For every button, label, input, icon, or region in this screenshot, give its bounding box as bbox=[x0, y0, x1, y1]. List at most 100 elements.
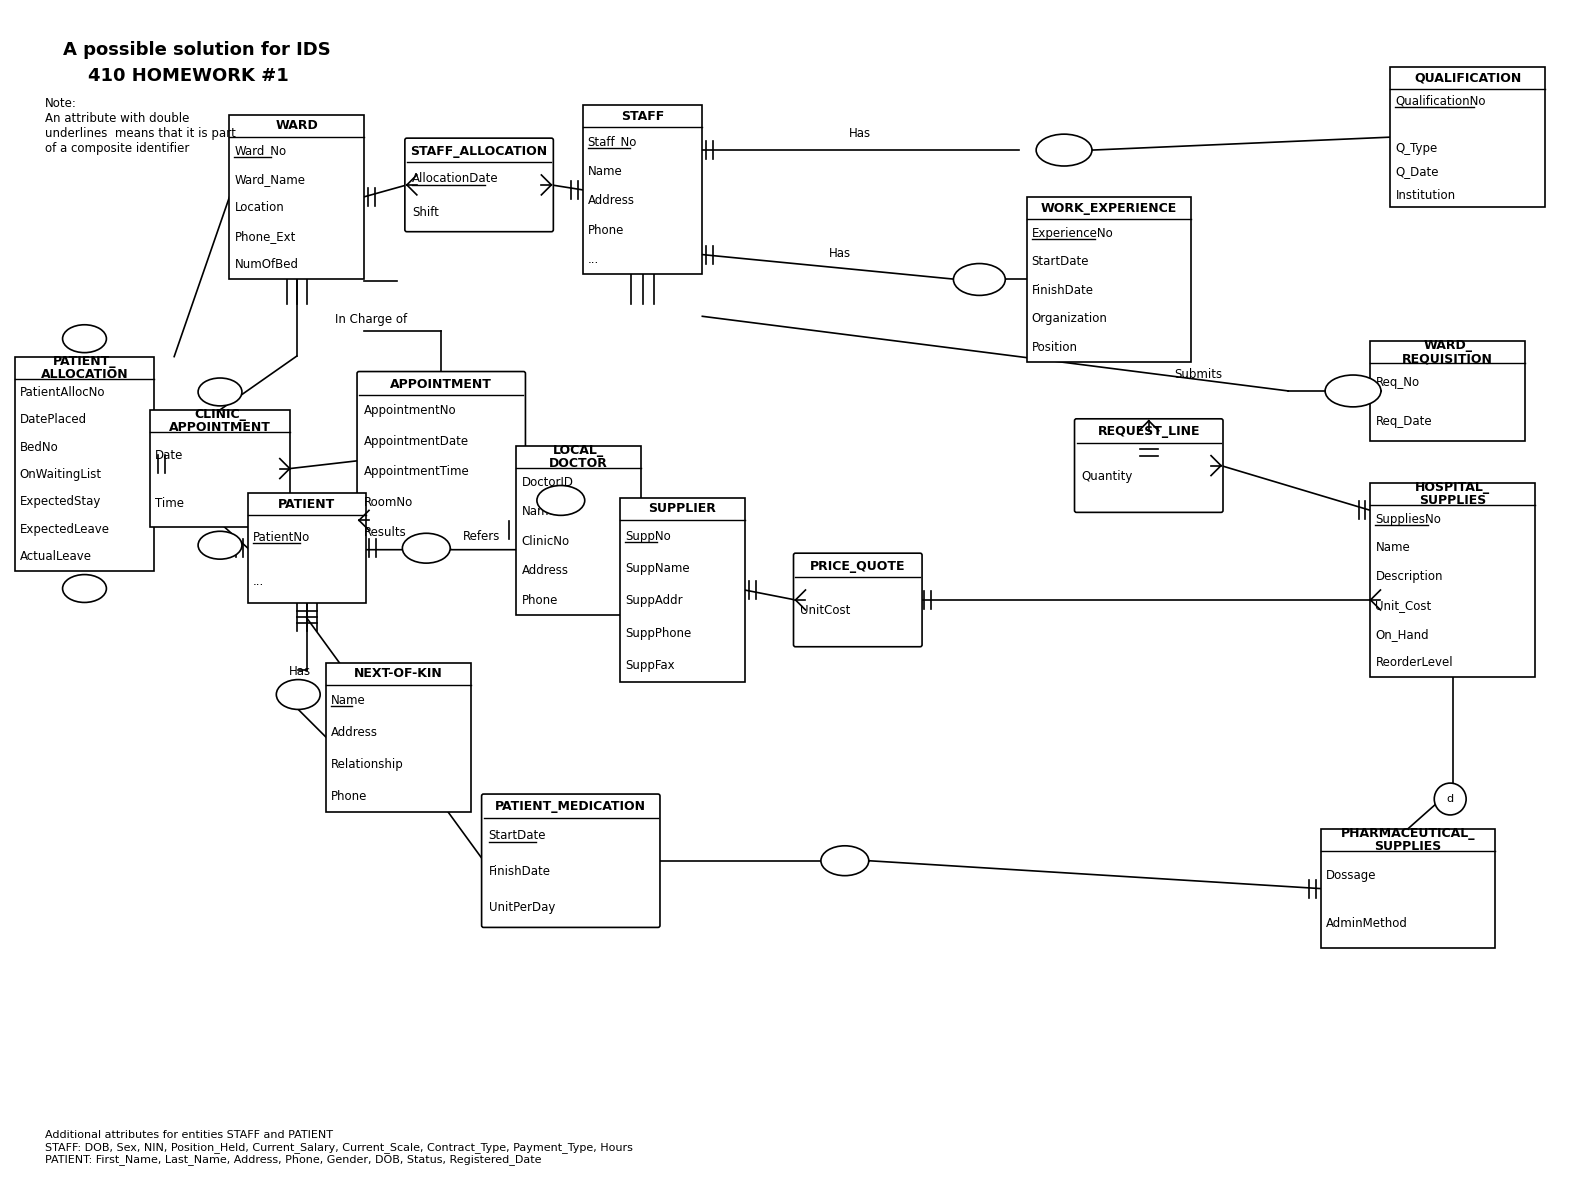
Text: Position: Position bbox=[1032, 341, 1078, 354]
Text: Name: Name bbox=[522, 505, 556, 518]
Ellipse shape bbox=[1037, 134, 1092, 166]
Text: Dossage: Dossage bbox=[1326, 868, 1375, 881]
Text: DoctorID: DoctorID bbox=[522, 476, 574, 489]
Ellipse shape bbox=[62, 325, 107, 353]
Text: AppointmentTime: AppointmentTime bbox=[364, 465, 469, 478]
Text: Description: Description bbox=[1375, 570, 1444, 583]
Text: AppointmentNo: AppointmentNo bbox=[364, 405, 456, 418]
Text: ExperienceNo: ExperienceNo bbox=[1032, 227, 1113, 240]
Text: Address: Address bbox=[522, 564, 569, 577]
Text: Ward_Name: Ward_Name bbox=[234, 173, 305, 186]
Text: HOSPITAL_
SUPPLIES: HOSPITAL_ SUPPLIES bbox=[1415, 481, 1490, 508]
Ellipse shape bbox=[199, 531, 242, 560]
Ellipse shape bbox=[199, 379, 242, 406]
Text: AllocationDate: AllocationDate bbox=[412, 173, 499, 186]
Text: Submits: Submits bbox=[1175, 368, 1223, 381]
Text: WARD: WARD bbox=[275, 119, 318, 132]
Ellipse shape bbox=[820, 846, 868, 875]
Text: PatientNo: PatientNo bbox=[253, 531, 310, 544]
Text: QualificationNo: QualificationNo bbox=[1396, 95, 1487, 108]
Text: Address: Address bbox=[331, 726, 378, 739]
Text: Phone: Phone bbox=[331, 789, 367, 802]
Text: Date: Date bbox=[156, 450, 183, 463]
Text: REQUEST_LINE: REQUEST_LINE bbox=[1097, 425, 1200, 438]
Text: APPOINTMENT: APPOINTMENT bbox=[390, 379, 493, 390]
FancyBboxPatch shape bbox=[793, 554, 922, 647]
Text: Has: Has bbox=[828, 246, 851, 259]
Ellipse shape bbox=[1434, 783, 1466, 815]
Text: ExpectedLeave: ExpectedLeave bbox=[19, 523, 110, 536]
Text: StartDate: StartDate bbox=[1032, 256, 1089, 269]
Text: PATIENT_
ALLOCATION: PATIENT_ ALLOCATION bbox=[41, 355, 129, 381]
Text: UnitCost: UnitCost bbox=[800, 605, 851, 618]
FancyBboxPatch shape bbox=[151, 409, 289, 528]
Text: Quantity: Quantity bbox=[1081, 470, 1132, 483]
Text: Ward_No: Ward_No bbox=[234, 144, 286, 157]
Text: Shift: Shift bbox=[412, 206, 439, 219]
Ellipse shape bbox=[537, 485, 585, 516]
Text: FinishDate: FinishDate bbox=[488, 865, 550, 878]
Text: d: d bbox=[1447, 794, 1453, 804]
Text: SuppName: SuppName bbox=[625, 562, 690, 575]
Text: Q_Type: Q_Type bbox=[1396, 142, 1437, 155]
Text: ExpectedStay: ExpectedStay bbox=[19, 496, 102, 509]
FancyBboxPatch shape bbox=[358, 371, 525, 550]
Ellipse shape bbox=[277, 679, 320, 710]
Text: CLINIC_
APPOINTMENT: CLINIC_ APPOINTMENT bbox=[169, 408, 270, 434]
Ellipse shape bbox=[402, 534, 450, 563]
Text: Relationship: Relationship bbox=[331, 757, 404, 770]
FancyBboxPatch shape bbox=[405, 138, 553, 232]
Text: OnWaitingList: OnWaitingList bbox=[19, 468, 102, 481]
Text: DatePlaced: DatePlaced bbox=[19, 413, 87, 426]
FancyBboxPatch shape bbox=[1371, 341, 1525, 441]
Text: AppointmentDate: AppointmentDate bbox=[364, 434, 469, 447]
Text: Organization: Organization bbox=[1032, 312, 1108, 325]
Text: Phone: Phone bbox=[588, 224, 625, 237]
Text: RoomNo: RoomNo bbox=[364, 496, 413, 509]
FancyBboxPatch shape bbox=[326, 662, 471, 812]
Text: Address: Address bbox=[588, 194, 634, 207]
Text: Req_Date: Req_Date bbox=[1375, 415, 1433, 428]
FancyBboxPatch shape bbox=[620, 498, 744, 683]
Text: ReorderLevel: ReorderLevel bbox=[1375, 657, 1453, 670]
Text: PHARMACEUTICAL_
SUPPLIES: PHARMACEUTICAL_ SUPPLIES bbox=[1340, 827, 1476, 853]
FancyBboxPatch shape bbox=[1390, 67, 1545, 207]
Text: UnitPerDay: UnitPerDay bbox=[488, 901, 555, 914]
Text: Phone: Phone bbox=[522, 594, 558, 607]
Text: Location: Location bbox=[234, 201, 285, 214]
Text: ActualLeave: ActualLeave bbox=[19, 550, 92, 563]
Text: QUALIFICATION: QUALIFICATION bbox=[1414, 72, 1522, 85]
Text: Refers: Refers bbox=[463, 530, 499, 543]
FancyBboxPatch shape bbox=[1027, 198, 1191, 362]
Text: Staff_No: Staff_No bbox=[588, 135, 638, 148]
Ellipse shape bbox=[62, 575, 107, 602]
Ellipse shape bbox=[954, 264, 1005, 296]
Text: AdminMethod: AdminMethod bbox=[1326, 918, 1407, 931]
FancyBboxPatch shape bbox=[584, 105, 703, 274]
Text: SuppFax: SuppFax bbox=[625, 659, 674, 672]
FancyBboxPatch shape bbox=[14, 356, 154, 570]
Text: LOCAL_
DOCTOR: LOCAL_ DOCTOR bbox=[549, 444, 609, 470]
Text: StartDate: StartDate bbox=[488, 829, 545, 842]
FancyBboxPatch shape bbox=[248, 493, 366, 603]
Text: Name: Name bbox=[331, 694, 366, 707]
Text: WARD_
REQUISITION: WARD_ REQUISITION bbox=[1402, 340, 1493, 366]
Text: STAFF_ALLOCATION: STAFF_ALLOCATION bbox=[410, 144, 547, 157]
Text: A possible solution for IDS: A possible solution for IDS bbox=[62, 40, 331, 59]
Text: PatientAllocNo: PatientAllocNo bbox=[19, 386, 105, 399]
FancyBboxPatch shape bbox=[1075, 419, 1223, 512]
Text: ...: ... bbox=[253, 575, 264, 588]
Text: BedNo: BedNo bbox=[19, 440, 59, 453]
Text: SUPPLIER: SUPPLIER bbox=[649, 503, 717, 516]
FancyBboxPatch shape bbox=[482, 794, 660, 927]
Text: On_Hand: On_Hand bbox=[1375, 627, 1429, 640]
Text: WORK_EXPERIENCE: WORK_EXPERIENCE bbox=[1041, 202, 1177, 215]
Text: ...: ... bbox=[588, 253, 599, 266]
Text: Has: Has bbox=[289, 665, 310, 678]
Text: Time: Time bbox=[156, 497, 184, 510]
Text: Institution: Institution bbox=[1396, 188, 1455, 201]
Text: Name: Name bbox=[1375, 542, 1410, 555]
Text: Q_Date: Q_Date bbox=[1396, 166, 1439, 179]
Text: NumOfBed: NumOfBed bbox=[234, 258, 299, 271]
Text: Additional attributes for entities STAFF and PATIENT
STAFF: DOB, Sex, NIN, Posit: Additional attributes for entities STAFF… bbox=[45, 1131, 633, 1165]
